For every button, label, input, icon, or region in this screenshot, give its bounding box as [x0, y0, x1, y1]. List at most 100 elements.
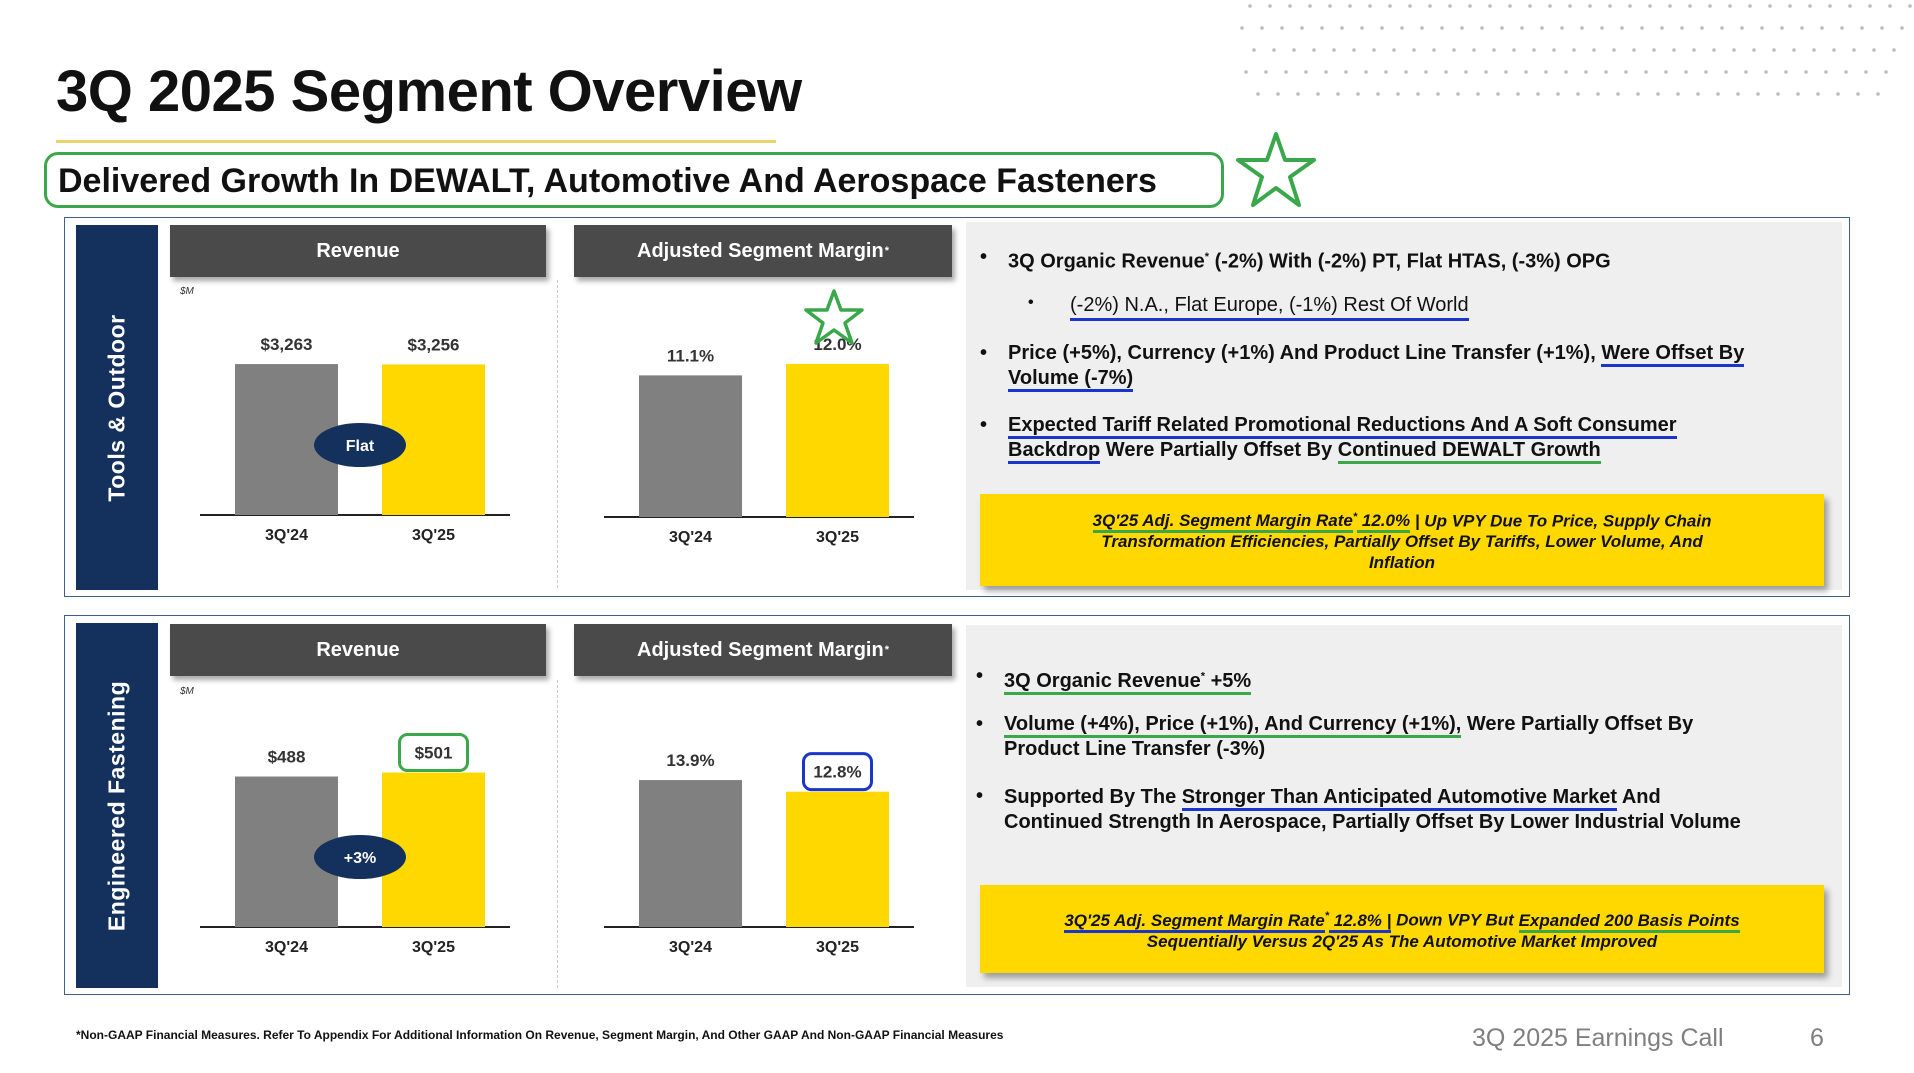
decor-dot [1792, 48, 1796, 52]
decor-dot [1612, 48, 1616, 52]
decor-dot [1840, 26, 1844, 30]
decor-dot [1460, 26, 1464, 30]
decor-dot [1724, 70, 1728, 74]
tools-outdoor-side-label: Tools & Outdoor [76, 225, 158, 590]
category-label: 3Q'24 [265, 939, 308, 956]
decor-dot [1700, 26, 1704, 30]
decor-dot [1836, 92, 1840, 96]
bullet-dot: • [976, 785, 984, 807]
decor-dot [1596, 92, 1600, 96]
data-label: 11.1% [667, 346, 714, 365]
decor-dot [1756, 92, 1760, 96]
decor-dot [1708, 4, 1712, 8]
fastening-revenue-chart: $488 3Q'24 $501 3Q'25 +3% [200, 733, 510, 956]
decor-dot [1568, 4, 1572, 8]
decor-dot [1484, 70, 1488, 74]
decor-dot [1688, 4, 1692, 8]
tools-bullet-3: Price (+5%), Currency (+1%) And Product … [1008, 341, 1745, 392]
data-label: 12.8% [813, 763, 861, 782]
decor-dot [1680, 26, 1684, 30]
decor-dot [1768, 4, 1772, 8]
decor-dot [1584, 70, 1588, 74]
decor-dot [1844, 70, 1848, 74]
decor-dot [1336, 92, 1340, 96]
decor-dot [1760, 26, 1764, 30]
star-icon [1236, 132, 1316, 207]
bullet-dot: • [1028, 294, 1034, 311]
decor-dot [1636, 92, 1640, 96]
decor-dot [1776, 92, 1780, 96]
fastening-unit-label: $M [180, 686, 194, 697]
decor-dot [1444, 70, 1448, 74]
decor-dot [1504, 70, 1508, 74]
category-label: 3Q'24 [669, 939, 712, 956]
decor-dot [1696, 92, 1700, 96]
decorative-dot-grid [1240, 4, 1912, 96]
bullet-dot: • [980, 414, 988, 436]
decor-dot [1492, 48, 1496, 52]
decor-dot [1340, 26, 1344, 30]
tools-revenue-header: Revenue [170, 225, 546, 277]
fastening-margin-callout: 3Q'25 Adj. Segment Margin Rate* 12.8% | … [980, 885, 1824, 973]
decor-dot [1508, 4, 1512, 8]
decor-dot [1360, 26, 1364, 30]
decor-dot [1248, 4, 1252, 8]
bar-3Q'25 [786, 791, 889, 927]
decor-dot [1432, 48, 1436, 52]
bullet-dot: • [980, 342, 988, 364]
growth-badge [314, 835, 406, 879]
decor-dot [1780, 26, 1784, 30]
decor-dot [1516, 92, 1520, 96]
decor-dot [1288, 4, 1292, 8]
decor-dot [1664, 70, 1668, 74]
segment-label: Engineered Fastening [103, 680, 130, 931]
decor-dot [1384, 70, 1388, 74]
decor-dot [1908, 4, 1912, 8]
fastening-side-label: Engineered Fastening [76, 623, 158, 988]
decor-dot [1752, 48, 1756, 52]
decor-dot [1244, 70, 1248, 74]
decor-dot [1556, 92, 1560, 96]
decor-dot [1472, 48, 1476, 52]
decor-dot [1616, 92, 1620, 96]
highlight-box [802, 752, 873, 792]
decor-dot [1464, 70, 1468, 74]
decor-dot [1608, 4, 1612, 8]
decor-dot [1416, 92, 1420, 96]
data-label: $488 [268, 748, 306, 767]
category-label: 3Q'25 [816, 529, 859, 546]
decor-dot [1448, 4, 1452, 8]
decor-dot [1300, 26, 1304, 30]
decor-dot [1536, 92, 1540, 96]
decor-dot [1408, 4, 1412, 8]
decor-dot [1684, 70, 1688, 74]
decor-dot [1808, 4, 1812, 8]
decor-dot [1304, 70, 1308, 74]
decor-dot [1468, 4, 1472, 8]
decor-dot [1264, 70, 1268, 74]
decor-dot [1476, 92, 1480, 96]
decor-dot [1704, 70, 1708, 74]
bar-3Q'24 [639, 375, 742, 517]
data-label: 13.9% [666, 751, 714, 770]
decor-dot [1640, 26, 1644, 30]
decor-dot [1452, 48, 1456, 52]
decor-dot [1364, 70, 1368, 74]
decor-dot [1380, 26, 1384, 30]
decor-dot [1804, 70, 1808, 74]
decor-dot [1668, 4, 1672, 8]
page-subtitle: Delivered Growth In DEWALT, Automotive A… [58, 162, 1157, 200]
decor-dot [1260, 26, 1264, 30]
decor-dot [1796, 92, 1800, 96]
decor-dot [1548, 4, 1552, 8]
decor-dot [1656, 92, 1660, 96]
decor-dot [1328, 4, 1332, 8]
decor-dot [1812, 48, 1816, 52]
decor-dot [1800, 26, 1804, 30]
decor-dot [1404, 70, 1408, 74]
category-label: 3Q'24 [265, 527, 308, 544]
decor-dot [1716, 92, 1720, 96]
decor-dot [1496, 92, 1500, 96]
decor-dot [1280, 26, 1284, 30]
chart-divider [557, 680, 558, 988]
